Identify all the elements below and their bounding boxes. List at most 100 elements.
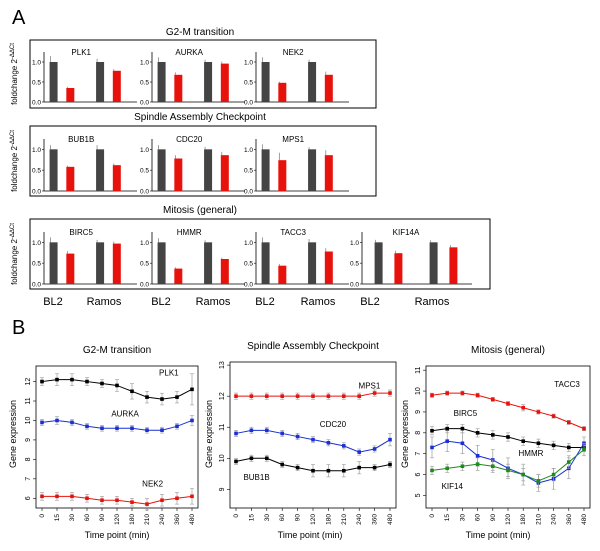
gene-title: BIRC5 xyxy=(69,228,93,237)
data-point xyxy=(521,472,525,477)
y-tick-label: 7 xyxy=(415,452,422,456)
y-tick-label: 11 xyxy=(415,366,422,373)
data-point xyxy=(326,394,331,398)
xgroup-label-ramos-4: Ramos xyxy=(415,296,450,308)
bar-bl2-treated xyxy=(394,253,403,284)
bar-bl2-treated xyxy=(66,88,75,102)
x-tick-label: 15 xyxy=(444,514,451,522)
x-tick-label: 240 xyxy=(551,514,558,525)
series-aurka: AURKA xyxy=(40,410,194,434)
y-tick-label: 10 xyxy=(415,387,422,395)
plot-title: Mitosis (general) xyxy=(471,345,545,356)
section-title-mitosis: Mitosis (general) xyxy=(163,205,237,216)
lineplot-mitosis-general-: Mitosis (general) 5 6 7 8 9 10 11 0 15 30 60 90 120 18… xyxy=(415,345,591,525)
bar-ramos-ctrl xyxy=(308,62,317,102)
bar-ramos-treated xyxy=(449,247,458,284)
data-point xyxy=(445,439,449,443)
data-point xyxy=(536,479,541,483)
x-tick-label: 360 xyxy=(566,514,573,525)
x-tick-label: 180 xyxy=(325,514,332,525)
data-point xyxy=(357,394,361,398)
data-point xyxy=(55,494,59,499)
y-tick-label: 8 xyxy=(25,457,32,461)
data-point xyxy=(551,414,556,418)
data-point xyxy=(357,465,361,470)
y-tick-label: 1.0 xyxy=(32,147,41,154)
series-label: CDC20 xyxy=(320,420,347,429)
series-label: MPS1 xyxy=(359,381,381,390)
data-point xyxy=(249,428,254,433)
series-bub1b: BUB1B xyxy=(234,454,392,482)
bar-ramos-treated xyxy=(112,165,121,191)
section-frame-mitosis xyxy=(29,218,491,290)
series-label: NEK2 xyxy=(142,480,163,489)
y-tick-label: 9 xyxy=(415,410,422,414)
x-tick-label: 480 xyxy=(387,514,394,525)
ylabel-g2m: foldchange 2-ΔΔCt xyxy=(10,43,19,105)
data-point xyxy=(460,441,465,446)
data-point xyxy=(100,426,104,431)
data-point xyxy=(130,500,134,504)
y-tick-label: 1.0 xyxy=(32,240,41,247)
data-point xyxy=(430,428,434,433)
data-point xyxy=(40,494,44,499)
y-tick-label: 0.0 xyxy=(32,100,41,107)
y-tick-label: 0.0 xyxy=(140,189,149,196)
bar-bl2-ctrl xyxy=(261,62,270,102)
data-point xyxy=(430,468,434,473)
y-tick-label: 0.5 xyxy=(140,80,149,87)
data-point xyxy=(445,426,449,431)
plot-title: G2-M transition xyxy=(83,345,151,356)
data-point xyxy=(551,472,556,477)
x-tick-label: 90 xyxy=(99,514,106,522)
data-point xyxy=(265,456,269,461)
y-tick-label: 0.0 xyxy=(140,282,149,289)
x-tick-label: 90 xyxy=(295,514,302,522)
data-point xyxy=(388,437,392,442)
data-point xyxy=(388,391,392,395)
barplot-tacc3: 0.0 0.5 1.0 TACC3 xyxy=(244,228,349,289)
barplot-kif14a: 0.0 0.5 1.0 KIF14A xyxy=(350,228,472,289)
bar-ramos-treated xyxy=(220,259,229,284)
bar-bl2-ctrl xyxy=(261,149,270,191)
xlabel-time-mitosis: Time point (min) xyxy=(466,530,531,540)
bar-ramos-ctrl xyxy=(204,62,213,102)
data-point xyxy=(311,437,315,442)
bar-bl2-treated xyxy=(278,82,287,102)
data-point xyxy=(234,431,238,436)
section-frame-g2m xyxy=(29,39,377,109)
barplot-aurka: 0.0 0.5 1.0 AURKA xyxy=(140,48,245,107)
bar-bl2-ctrl xyxy=(49,149,58,191)
data-point xyxy=(460,426,465,431)
gene-title: CDC20 xyxy=(176,135,203,144)
y-tick-label: 5 xyxy=(415,493,422,497)
barplot-cdc20: 0.0 0.5 1.0 CDC20 xyxy=(140,135,245,196)
y-tick-label: 0.5 xyxy=(244,261,253,268)
data-point xyxy=(70,377,74,382)
gene-title: BUB1B xyxy=(68,135,94,144)
data-point xyxy=(460,391,465,395)
y-tick-label: 9 xyxy=(219,487,226,491)
xgroup-label-ramos-3: Ramos xyxy=(301,296,336,308)
data-point xyxy=(190,418,194,423)
data-point xyxy=(70,494,74,499)
panel-b-label: B xyxy=(12,317,25,339)
data-point xyxy=(475,462,480,466)
data-point xyxy=(521,405,525,410)
y-tick-label: 0.0 xyxy=(350,282,359,289)
xgroup-label-bl2-4: BL2 xyxy=(360,296,380,308)
gene-title: AURKA xyxy=(175,48,203,57)
y-tick-label: 1.0 xyxy=(32,60,41,67)
y-tick-label: 1.0 xyxy=(244,147,253,154)
section-title-g2m: G2-M transition xyxy=(166,27,234,38)
gene-title: MPS1 xyxy=(282,135,304,144)
data-point xyxy=(372,447,377,451)
series-cdc20: CDC20 xyxy=(234,420,392,456)
data-point xyxy=(430,445,434,450)
y-tick-label: 12 xyxy=(219,392,226,400)
data-point xyxy=(430,393,434,398)
data-point xyxy=(326,468,331,473)
data-point xyxy=(175,496,179,501)
bar-ramos-ctrl xyxy=(429,242,438,284)
